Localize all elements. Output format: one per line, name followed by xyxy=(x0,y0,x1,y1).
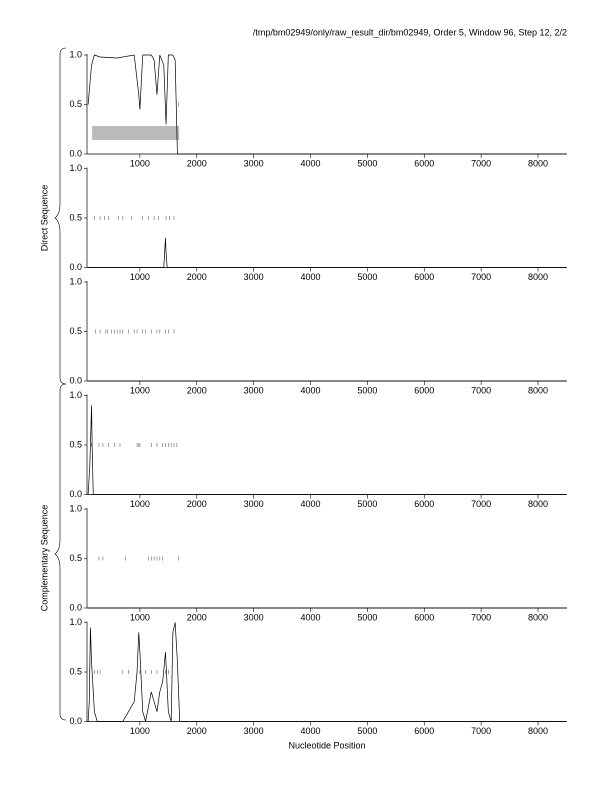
y-tick-label: 0.5 xyxy=(69,212,82,222)
x-tick-label: 4000 xyxy=(300,499,320,509)
x-tick-label: 7000 xyxy=(471,612,491,622)
y-tick-label: 0.5 xyxy=(69,99,82,109)
x-tick-label: 2000 xyxy=(187,158,207,168)
x-tick-label: 3000 xyxy=(244,612,264,622)
x-tick-label: 6000 xyxy=(414,385,434,395)
x-tick-label: 8000 xyxy=(528,385,548,395)
y-tick-label: 1.0 xyxy=(69,49,82,59)
x-tick-label: 6000 xyxy=(414,612,434,622)
x-tick-label: 3000 xyxy=(244,272,264,282)
x-axis-label: Nucleotide Position xyxy=(288,740,365,750)
x-tick-label: 7000 xyxy=(471,272,491,282)
x-tick-label: 3000 xyxy=(244,385,264,395)
x-tick-label: 5000 xyxy=(357,726,377,736)
x-tick-label: 8000 xyxy=(528,499,548,509)
x-tick-label: 2000 xyxy=(187,272,207,282)
x-tick-label: 1000 xyxy=(130,158,150,168)
y-tick-label: 1.0 xyxy=(69,503,82,513)
x-tick-label: 1000 xyxy=(130,612,150,622)
y-axis-label: Direct Sequence xyxy=(39,185,49,252)
x-tick-label: 7000 xyxy=(471,499,491,509)
line xyxy=(87,622,567,722)
brace xyxy=(54,383,67,721)
x-tick-label: 1000 xyxy=(130,726,150,736)
x-tick-label: 5000 xyxy=(357,499,377,509)
x-tick-label: 5000 xyxy=(357,272,377,282)
x-tick-label: 7000 xyxy=(471,158,491,168)
y-tick-label: 1.0 xyxy=(69,276,82,286)
line xyxy=(87,405,567,495)
y-tick-label: 0.0 xyxy=(69,489,82,499)
x-tick-label: 2000 xyxy=(187,726,207,736)
x-tick-label: 1000 xyxy=(130,272,150,282)
header: /tmp/bm02949/only/raw_result_dir/bm02949… xyxy=(253,27,567,37)
x-tick-label: 6000 xyxy=(414,726,434,736)
y-tick-label: 0.5 xyxy=(69,553,82,563)
y-tick-label: 0.0 xyxy=(69,602,82,612)
x-tick-label: 6000 xyxy=(414,158,434,168)
y-tick-label: 0.5 xyxy=(69,666,82,676)
x-tick-label: 4000 xyxy=(300,726,320,736)
y-tick-label: 1.0 xyxy=(69,163,82,173)
x-tick-label: 3000 xyxy=(244,499,264,509)
x-tick-label: 1000 xyxy=(130,385,150,395)
x-tick-label: 7000 xyxy=(471,726,491,736)
y-tick-label: 0.5 xyxy=(69,439,82,449)
x-tick-label: 3000 xyxy=(244,726,264,736)
x-tick-label: 4000 xyxy=(300,612,320,622)
gene-region xyxy=(92,126,180,140)
x-tick-label: 8000 xyxy=(528,726,548,736)
y-tick-label: 0.0 xyxy=(69,716,82,726)
x-tick-label: 5000 xyxy=(357,158,377,168)
y-tick-label: 1.0 xyxy=(69,390,82,400)
brace xyxy=(54,47,67,385)
x-tick-label: 6000 xyxy=(414,499,434,509)
x-tick-label: 8000 xyxy=(528,612,548,622)
x-tick-label: 4000 xyxy=(300,272,320,282)
y-axis-label: Complementary Sequence xyxy=(39,505,49,612)
x-tick-label: 8000 xyxy=(528,158,548,168)
x-tick-label: 4000 xyxy=(300,385,320,395)
x-tick-label: 2000 xyxy=(187,385,207,395)
x-tick-label: 3000 xyxy=(244,158,264,168)
x-tick-label: 5000 xyxy=(357,385,377,395)
x-tick-label: 1000 xyxy=(130,499,150,509)
x-tick-label: 6000 xyxy=(414,272,434,282)
x-tick-label: 8000 xyxy=(528,272,548,282)
y-tick-label: 0.0 xyxy=(69,262,82,272)
x-tick-label: 5000 xyxy=(357,612,377,622)
y-tick-label: 0.0 xyxy=(69,375,82,385)
x-tick-label: 2000 xyxy=(187,612,207,622)
y-tick-label: 0.0 xyxy=(69,148,82,158)
x-tick-label: 4000 xyxy=(300,158,320,168)
y-tick-label: 1.0 xyxy=(69,617,82,627)
line xyxy=(87,54,567,155)
x-tick-label: 7000 xyxy=(471,385,491,395)
x-tick-label: 2000 xyxy=(187,499,207,509)
line xyxy=(88,237,567,268)
y-tick-label: 0.5 xyxy=(69,326,82,336)
